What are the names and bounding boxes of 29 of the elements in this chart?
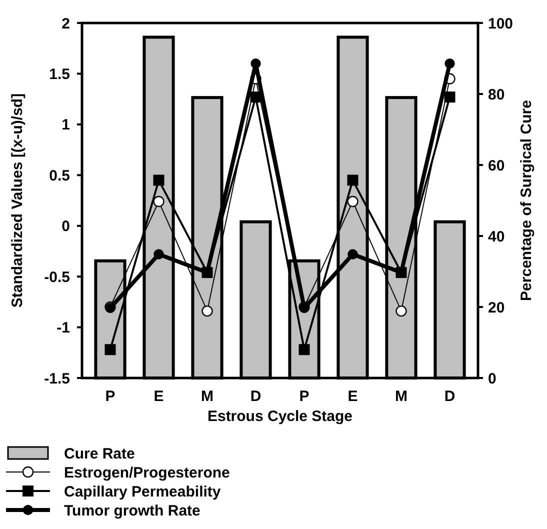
- x-tick-label: M: [395, 388, 408, 405]
- y-tick-label: 0: [62, 218, 70, 236]
- x-tick-label: P: [105, 388, 116, 405]
- legend-label: Cure Rate: [64, 445, 135, 462]
- x-axis-title: Estrous Cycle Stage: [207, 408, 353, 425]
- y2-tick-label: 60: [488, 157, 505, 174]
- y2-tick-label: 100: [488, 15, 514, 32]
- x-tick-label: E: [348, 388, 358, 405]
- x-tick-label: M: [201, 388, 214, 405]
- x-tick-label: E: [154, 388, 164, 405]
- y-tick-label: 2: [62, 15, 70, 32]
- y-tick-label: 0.5: [49, 167, 70, 184]
- y-tick-label: -1.5: [44, 370, 70, 388]
- x-tick-label: D: [250, 388, 262, 405]
- y2-tick-label: 0: [488, 370, 496, 388]
- y2-tick-label: 80: [488, 86, 505, 104]
- legend-label: Capillary Permeability: [64, 483, 222, 500]
- y-tick-label: -1: [56, 320, 70, 337]
- legend-label: Tumor growth Rate: [64, 502, 200, 520]
- y-tick-label: 1: [62, 116, 70, 134]
- y2-tick-label: 40: [488, 228, 505, 246]
- y2-tick-label: 20: [488, 299, 505, 316]
- y-tick-label: 1.5: [49, 66, 70, 83]
- y2-axis-title: Percentage of Surgical Cure: [518, 100, 535, 301]
- x-tick-label: D: [444, 388, 456, 405]
- x-tick-label: P: [299, 388, 310, 405]
- y-axis-title: Standardized Values [(x-u)/sd]: [9, 93, 26, 308]
- legend-label: Estrogen/Progesterone: [64, 464, 230, 482]
- y-tick-label: -0.5: [44, 268, 70, 286]
